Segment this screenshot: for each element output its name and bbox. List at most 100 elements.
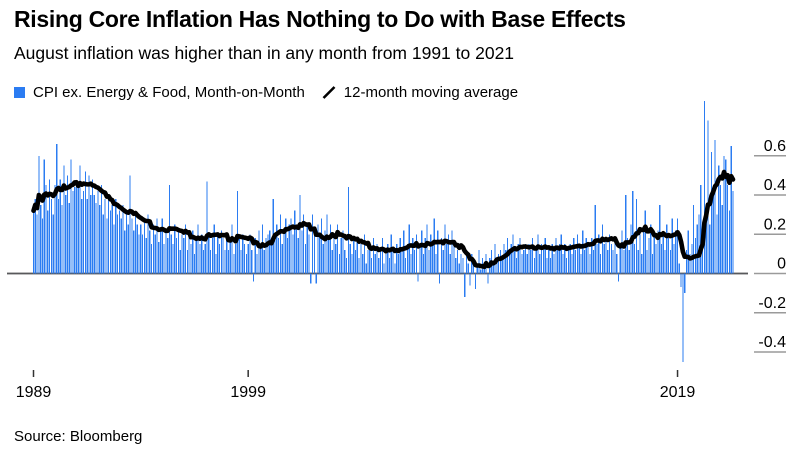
cpi-bar [605, 238, 607, 274]
cpi-bar [310, 273, 312, 284]
cpi-bar [508, 253, 510, 274]
cpi-bar [730, 145, 732, 274]
cpi-bar [170, 234, 172, 274]
cpi-bar [217, 234, 219, 274]
cpi-bar [324, 230, 326, 274]
cpi-bar [499, 249, 502, 274]
cpi-bar [650, 224, 652, 274]
cpi-bar [718, 165, 720, 274]
cpi-bar [567, 249, 570, 274]
cpi-bar [317, 224, 319, 274]
cpi-bar [626, 238, 629, 274]
cpi-bar [440, 238, 442, 274]
y-axis-tick-line [754, 272, 786, 275]
cpi-bar [156, 218, 158, 274]
cpi-bar [727, 185, 729, 274]
cpi-bar [136, 224, 138, 274]
cpi-bar [517, 244, 519, 274]
cpi-bar [106, 218, 108, 274]
cpi-bar [304, 244, 307, 274]
cpi-bar [660, 244, 663, 274]
cpi-bar [244, 244, 246, 274]
cpi-bar [524, 244, 527, 274]
cpi-bar [199, 244, 201, 274]
cpi-bar [70, 159, 72, 274]
cpi-bar [401, 249, 403, 274]
cpi-bar [326, 214, 328, 274]
cpi-bar [553, 253, 555, 274]
cpi-bar [59, 179, 61, 274]
cpi-bar [406, 244, 408, 274]
cpi-bar [283, 230, 285, 274]
cpi-bar [487, 273, 489, 284]
cpi-bar [54, 185, 56, 274]
cpi-bar [159, 230, 162, 274]
cpi-bar [329, 224, 332, 274]
cpi-bar [260, 244, 262, 274]
cpi-bar [115, 198, 117, 274]
cpi-bar [707, 120, 709, 274]
cpi-bar [90, 195, 92, 274]
cpi-bar [269, 230, 271, 274]
moving-average-label: 12-month moving average [343, 83, 519, 101]
cpi-bar [430, 234, 432, 274]
cpi-bar [210, 249, 212, 274]
cpi-bar [116, 214, 119, 274]
cpi-bar [286, 238, 289, 274]
cpi-bar [147, 214, 149, 274]
cpi-bar [607, 249, 609, 274]
cpi-bar [625, 195, 627, 274]
cpi-bar [154, 234, 156, 274]
cpi-bar [480, 269, 482, 274]
cpi-bar [719, 185, 722, 274]
y-axis-tick-line [754, 155, 786, 157]
cpi-bar [290, 218, 292, 274]
cpi-bar [530, 249, 532, 274]
cpi-bar [555, 238, 557, 274]
cpi-bar [93, 195, 95, 274]
cpi-bar [383, 263, 385, 274]
cpi-bar [125, 214, 128, 274]
cpi-bar [698, 214, 700, 274]
cpi-bar [261, 224, 264, 274]
cpi-bar [394, 263, 396, 274]
cpi-bar [165, 230, 167, 274]
x-axis-tick [676, 370, 679, 377]
cpi-bar [322, 244, 324, 274]
y-axis-tick-label: 0.6 [764, 138, 786, 155]
cpi-bar [716, 214, 718, 274]
cpi-bar [295, 224, 298, 274]
cpi-bar [270, 244, 273, 274]
cpi-bar [705, 204, 707, 274]
cpi-bar [725, 159, 727, 274]
cpi-bar [369, 244, 371, 274]
cpi-bar [57, 198, 60, 274]
cpi-bar [303, 214, 305, 274]
cpi-bar [535, 249, 537, 274]
cpi-bar [277, 238, 280, 274]
cpi-bar [426, 224, 428, 274]
cpi-bar [544, 238, 546, 274]
cpi-bar [52, 214, 54, 274]
cpi-bar [392, 249, 394, 274]
y-axis-tick-line [754, 194, 786, 196]
cpi-bar [251, 249, 253, 274]
cpi-bar [231, 224, 233, 274]
cpi-bar [601, 224, 603, 274]
cpi-bar [458, 263, 460, 274]
cpi-bar [576, 234, 578, 274]
cpi-bar [297, 238, 299, 274]
cpi-bar [149, 230, 151, 274]
cpi-bar [616, 253, 618, 274]
cpi-bar [608, 234, 611, 274]
cpi-bar [288, 224, 290, 274]
cpi-bar [449, 253, 451, 274]
cpi-bar [566, 257, 568, 274]
cpi-bar [532, 238, 534, 274]
cpi-bar [299, 195, 301, 274]
cpi-bar [442, 249, 444, 274]
cpi-bar [281, 244, 283, 274]
cpi-bar [49, 179, 51, 274]
cpi-bar [220, 230, 222, 274]
cpi-bar [376, 244, 378, 274]
